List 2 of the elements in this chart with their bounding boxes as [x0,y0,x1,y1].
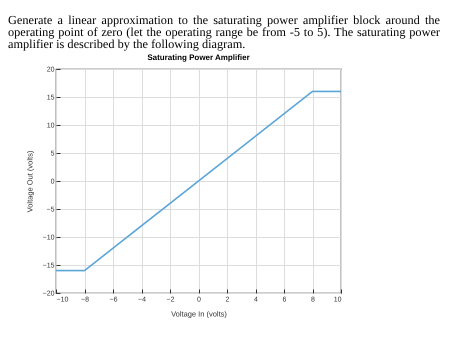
chart-title: Saturating Power Amplifier [147,53,250,62]
text: Generate a linear approximation to the saturating power amplifier block around the operating point of zero (let the operating range be from -5 to 5). The saturating power amplifier is described by the following diagram. [8,13,440,51]
